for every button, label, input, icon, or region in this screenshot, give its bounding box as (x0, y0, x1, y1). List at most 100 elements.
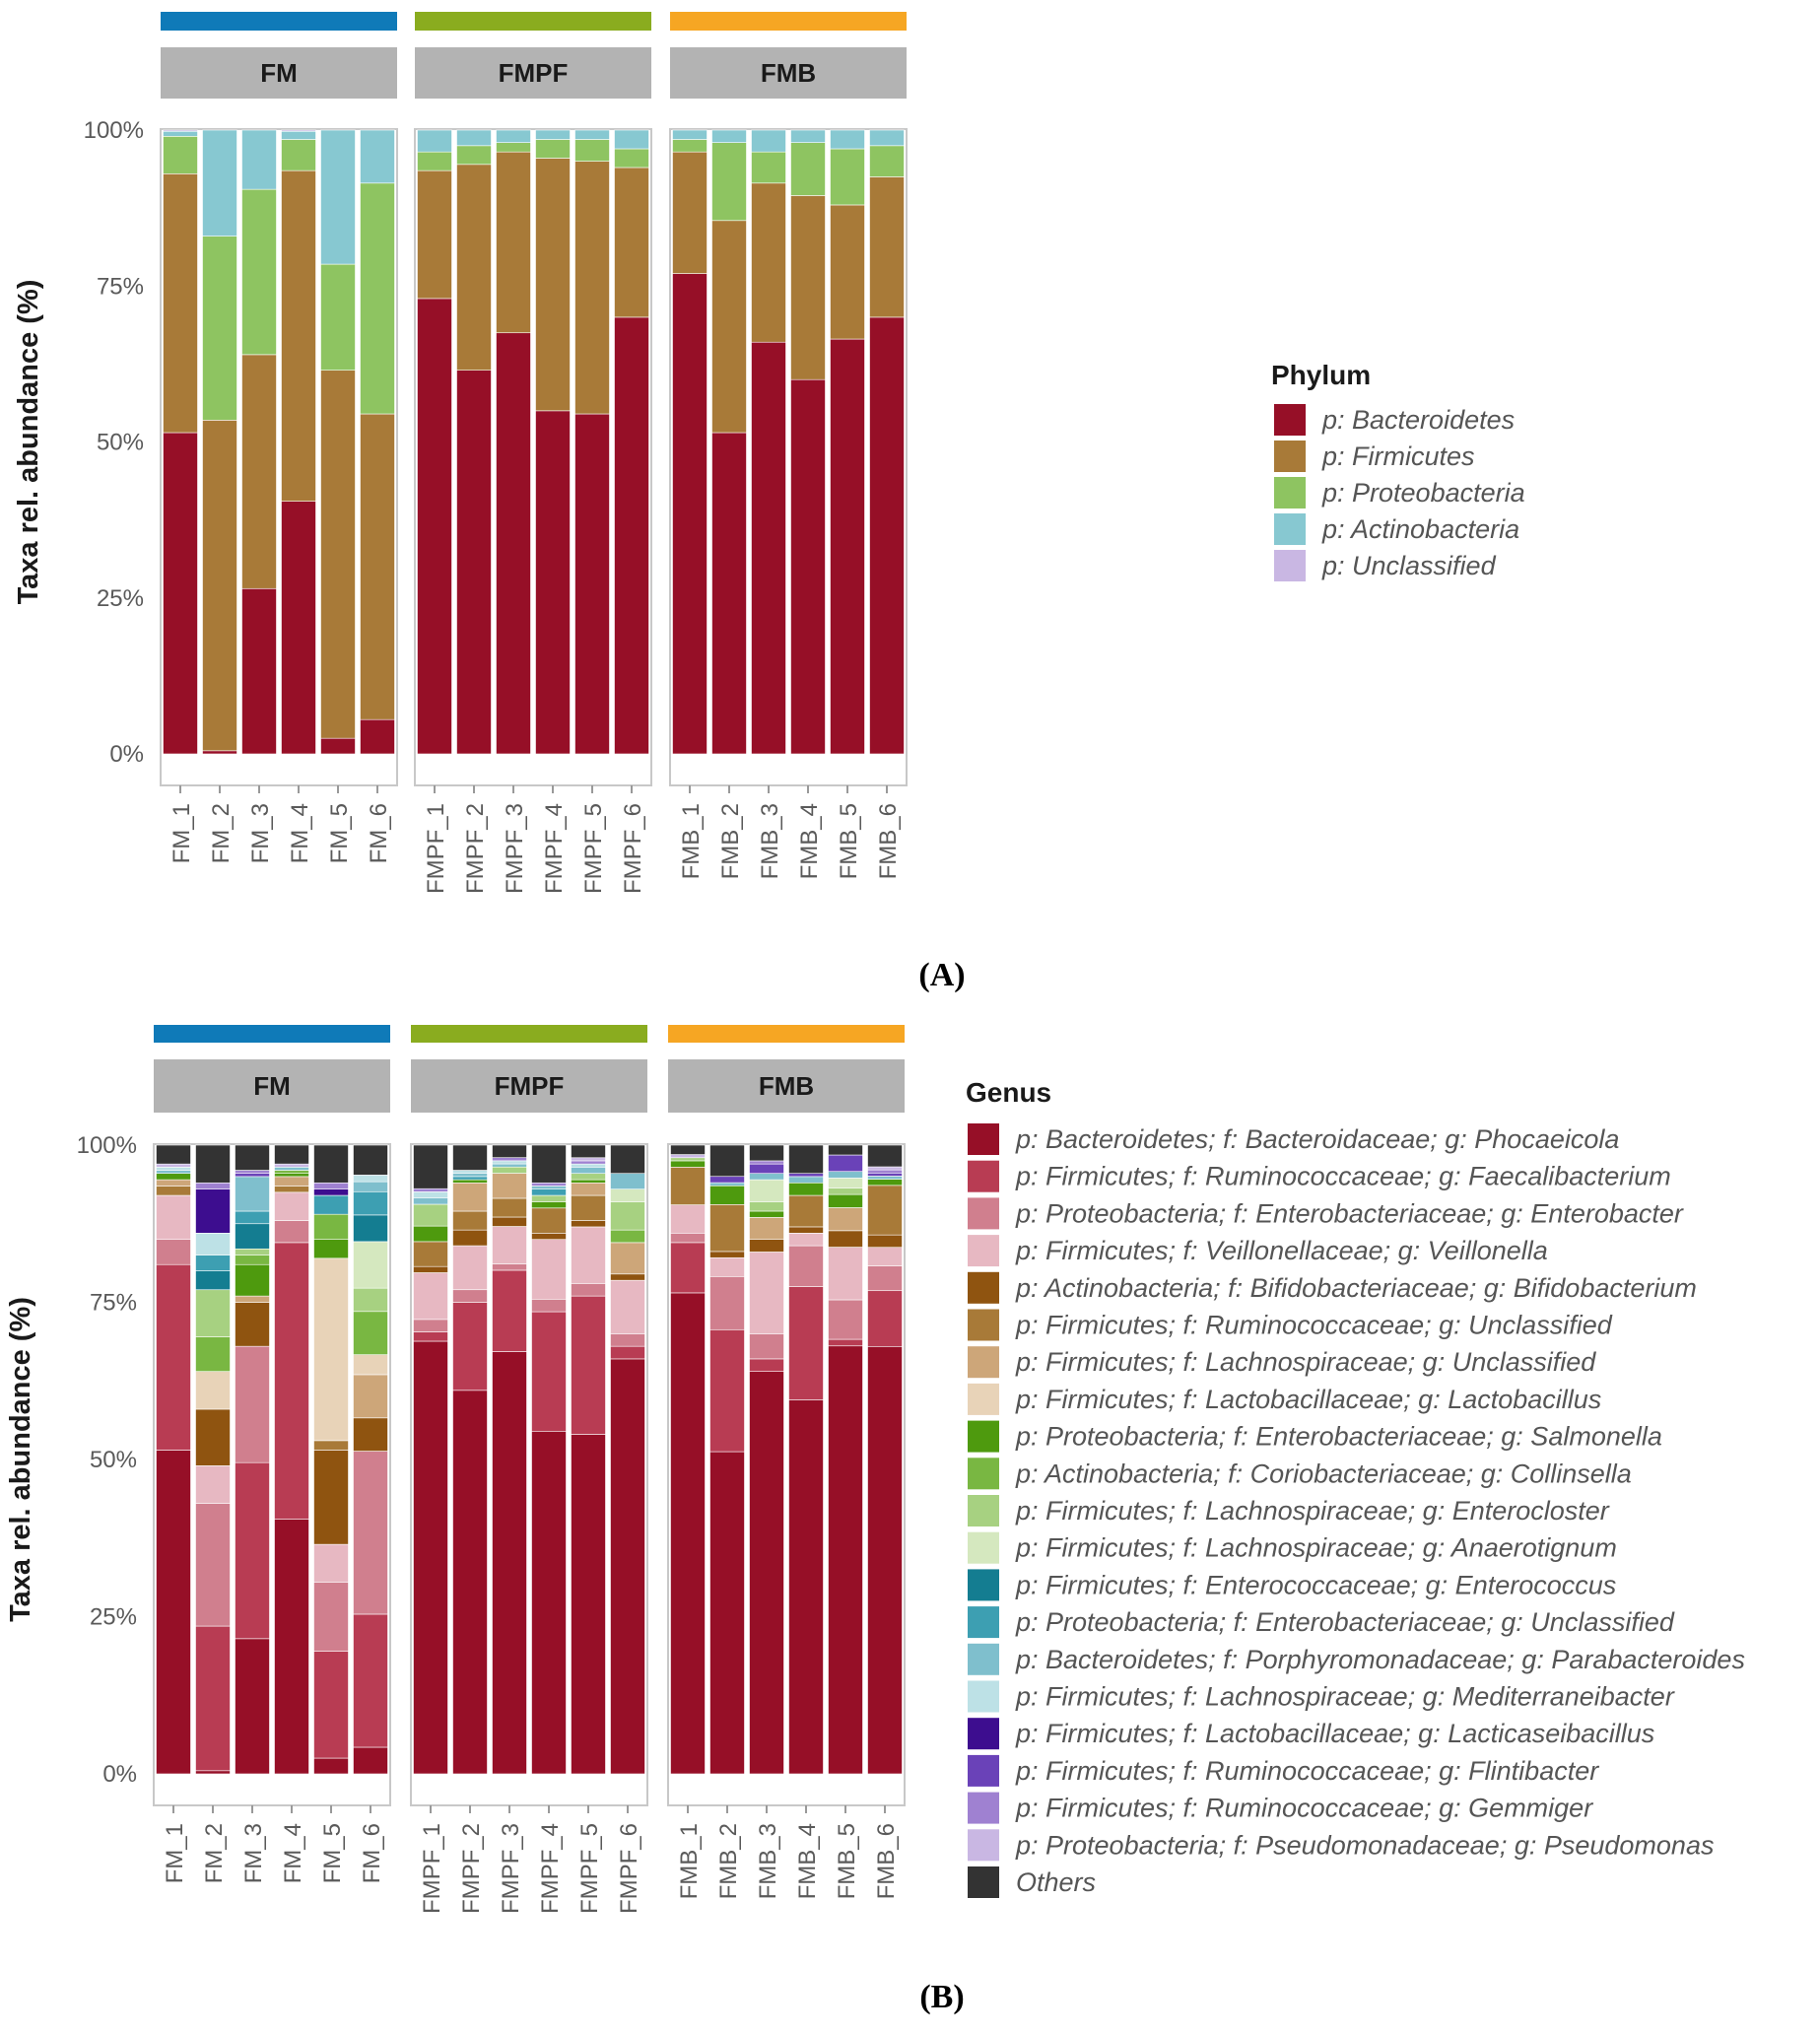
x-tick-label: FMPF_3 (502, 803, 528, 894)
bar-segment (202, 129, 237, 237)
facet-panel-frame (160, 128, 398, 786)
x-tick-label: FMPF_1 (419, 1823, 445, 1914)
bar-segment (492, 1269, 527, 1352)
legend-item: p: Proteobacteria; f: Pseudomonadaceae; … (968, 1829, 1714, 1862)
bar-segment (156, 1144, 191, 1165)
bar-segment (195, 1289, 231, 1337)
x-tick-label: FM_6 (359, 1823, 385, 1883)
bar-segment (574, 161, 610, 415)
bar-segment (492, 1163, 527, 1168)
bar-segment (413, 1144, 448, 1189)
bar-segment (202, 750, 237, 755)
legend-swatch (1274, 441, 1306, 472)
legend-item: p: Firmicutes; f: Enterococcaceae; g: En… (968, 1569, 1616, 1601)
bar-segment (711, 129, 747, 143)
bar-segment (614, 129, 649, 150)
bar-segment (274, 1167, 309, 1171)
bar-segment (313, 1144, 349, 1184)
x-tick-label: FM_5 (326, 803, 353, 863)
facet-strip-label: FMB (761, 58, 816, 88)
bar-segment (274, 1163, 309, 1168)
bar-segment (749, 1239, 784, 1253)
bar-segment (828, 1230, 863, 1248)
bar-segment (492, 1263, 527, 1271)
facet-strip-label: FMB (759, 1071, 814, 1101)
bar-segment (790, 378, 826, 755)
legend-label: p: Firmicutes; f: Lactobacillaceae; g: L… (1015, 1719, 1654, 1748)
bar-segment (274, 1186, 309, 1193)
bar-segment (749, 1371, 784, 1775)
y-tick-label: 75% (97, 273, 144, 300)
x-tick-label: FMB_5 (834, 1823, 860, 1899)
bar-segment (353, 1214, 388, 1243)
legend-label: p: Bacteroidetes; f: Porphyromonadaceae;… (1015, 1645, 1745, 1674)
bar-segment (830, 129, 865, 150)
bar-segment (353, 1613, 388, 1748)
bar-segment (749, 1179, 784, 1202)
bar-segment (241, 129, 277, 190)
bar-segment (452, 1144, 488, 1171)
bar-segment (274, 1170, 309, 1175)
bar-segment (456, 145, 492, 166)
legend-swatch (968, 1531, 999, 1564)
bar-segment (413, 1197, 448, 1205)
bar-segment (571, 1295, 606, 1435)
bar-segment (828, 1338, 863, 1347)
y-axis-label: Taxa rel. abundance (%) (5, 1297, 36, 1622)
bar-segment (413, 1187, 448, 1192)
panel-letter: B (931, 1979, 954, 2015)
bar-segment (672, 151, 708, 274)
bar-segment (235, 1302, 270, 1347)
bar-segment (320, 263, 356, 372)
facet-panel-frame (414, 128, 652, 786)
bar-segment (353, 1181, 388, 1192)
bar-segment (156, 1167, 191, 1171)
bar-segment (313, 1582, 349, 1652)
x-tick-label: FMB_2 (717, 803, 744, 879)
bar-segment (828, 1144, 863, 1156)
x-tick-label: FMB_3 (755, 1823, 781, 1899)
legend-label: p: Firmicutes; f: Lactobacillaceae; g: L… (1015, 1385, 1601, 1414)
legend-swatch (968, 1197, 999, 1230)
bar-segment (496, 151, 531, 334)
y-tick-label: 100% (77, 1132, 137, 1159)
x-tick-label: FMB_1 (678, 803, 705, 879)
bar-segment (749, 1358, 784, 1372)
bar-segment (610, 1358, 645, 1775)
bar-segment (241, 587, 277, 755)
bar-segment (163, 432, 198, 755)
bar-segment (571, 1434, 606, 1775)
facet-strip (668, 1059, 905, 1113)
legend-title: Phylum (1271, 360, 1371, 390)
bar-segment (828, 1299, 863, 1340)
bar-segment (235, 1170, 270, 1175)
bar-segment (670, 1167, 706, 1205)
bar-segment (867, 1247, 903, 1266)
bar-segment (535, 410, 571, 755)
bar-segment (195, 1408, 231, 1466)
bar-segment (241, 354, 277, 589)
x-tick-label: FMB_2 (715, 1823, 742, 1899)
bar-segment (571, 1157, 606, 1162)
y-tick-label: 50% (90, 1447, 137, 1473)
legend-label: p: Firmicutes; f: Lachnospiraceae; g: Me… (1015, 1682, 1675, 1712)
bar-segment (274, 1176, 309, 1187)
y-tick-label: 75% (90, 1290, 137, 1317)
bar-segment (195, 1182, 231, 1189)
facet-strip-label: FMPF (495, 1071, 565, 1101)
bar-segment (163, 130, 198, 137)
legend-label: p: Firmicutes; f: Lachnospiraceae; g: An… (1015, 1533, 1617, 1563)
bar-segment (195, 1371, 231, 1410)
bar-segment (788, 1144, 824, 1175)
bar-segment (788, 1286, 824, 1400)
panel-label-a: (A) (918, 957, 965, 993)
bar-segment (610, 1229, 645, 1244)
bar-segment (235, 1144, 270, 1171)
bar-segment (670, 1242, 706, 1294)
group-color-bar (411, 1025, 647, 1043)
legend-swatch (968, 1680, 999, 1713)
x-tick-label: FMPF_6 (620, 803, 646, 894)
legend-item: p: Firmicutes; f: Lactobacillaceae; g: L… (968, 1718, 1654, 1750)
legend-item: p: Bacteroidetes (1274, 404, 1515, 436)
facet-panel-frame (153, 1143, 391, 1806)
